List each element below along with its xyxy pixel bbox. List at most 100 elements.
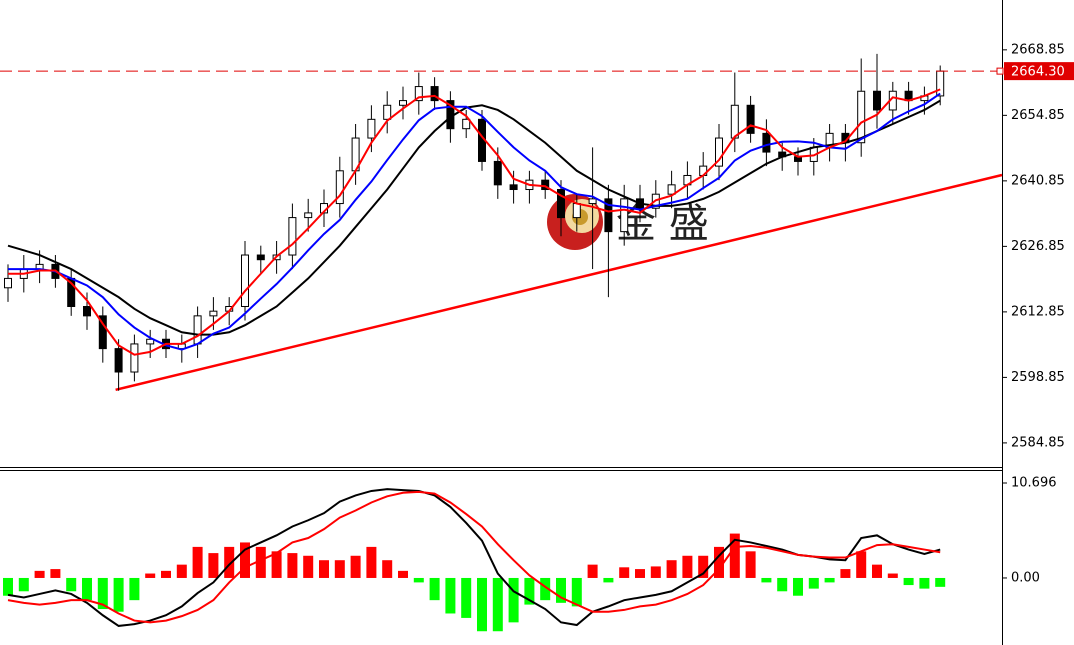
histogram-bar bbox=[18, 577, 29, 592]
candle-body bbox=[667, 184, 676, 195]
histogram-bar bbox=[587, 564, 598, 578]
current-price-label: 2664.30 bbox=[1011, 65, 1065, 80]
candle-body bbox=[462, 118, 471, 130]
histogram-bar bbox=[382, 560, 393, 578]
candle-body bbox=[762, 132, 771, 153]
price-marker bbox=[996, 67, 1004, 75]
histogram-bar bbox=[777, 577, 788, 592]
histogram-bar bbox=[192, 546, 203, 578]
histogram-bar bbox=[540, 577, 551, 601]
y-tick-label: 2612.85 bbox=[1011, 304, 1065, 319]
histogram-bar bbox=[208, 553, 219, 578]
current-price-box bbox=[1004, 62, 1074, 81]
histogram-bar bbox=[129, 577, 140, 601]
y-tick-label: 2640.85 bbox=[1011, 173, 1065, 188]
candle-body bbox=[746, 104, 755, 134]
histogram-bar bbox=[176, 564, 187, 578]
histogram-bar bbox=[729, 533, 740, 578]
candle-body bbox=[493, 160, 502, 186]
histogram-bar bbox=[303, 555, 314, 578]
histogram-bar bbox=[445, 577, 456, 614]
candle-body bbox=[604, 198, 613, 233]
candle-body bbox=[430, 86, 439, 102]
histogram-bar bbox=[603, 577, 614, 583]
histogram-bar bbox=[240, 542, 250, 578]
histogram-bar bbox=[145, 573, 156, 578]
histogram-bar bbox=[682, 555, 693, 578]
histogram-bar bbox=[761, 577, 772, 583]
histogram-bar bbox=[793, 577, 803, 596]
histogram-bar bbox=[161, 570, 171, 578]
y-tick-label: 2668.85 bbox=[1011, 42, 1065, 57]
candle-body bbox=[572, 203, 581, 219]
histogram-bar bbox=[903, 577, 914, 586]
candle-body bbox=[114, 348, 123, 373]
candle-body bbox=[414, 86, 423, 102]
histogram-bar bbox=[50, 569, 61, 578]
candle-body bbox=[588, 198, 597, 205]
y-tick-label: 0.00 bbox=[1011, 570, 1040, 585]
candle-body bbox=[256, 254, 265, 261]
macd-line bbox=[7, 490, 941, 624]
histogram-bar bbox=[429, 577, 440, 601]
histogram-bar bbox=[255, 546, 266, 578]
y-tick-label: 10.696 bbox=[1011, 475, 1057, 490]
histogram-bar bbox=[224, 546, 235, 578]
candle-body bbox=[4, 277, 12, 289]
candle-body bbox=[304, 212, 313, 219]
histogram-bar bbox=[398, 570, 408, 578]
trendline bbox=[115, 173, 1003, 392]
histogram-bar bbox=[271, 551, 282, 578]
moving-average bbox=[7, 99, 941, 336]
candle-body bbox=[873, 90, 881, 111]
y-tick-label: 2626.85 bbox=[1011, 239, 1065, 254]
histogram-bar bbox=[66, 577, 77, 592]
histogram-bar bbox=[808, 577, 819, 589]
histogram-bar bbox=[97, 577, 108, 610]
candle-body bbox=[715, 137, 723, 167]
histogram-bar bbox=[666, 560, 677, 578]
y-tick-label: 2584.85 bbox=[1011, 435, 1065, 450]
histogram-bar bbox=[82, 577, 92, 601]
histogram-bar bbox=[334, 560, 345, 578]
moving-average bbox=[8, 88, 941, 356]
candle-body bbox=[730, 104, 739, 139]
histogram-bar bbox=[650, 566, 661, 578]
candle-body bbox=[557, 189, 565, 219]
histogram-bar bbox=[3, 577, 13, 596]
candle-body bbox=[146, 338, 155, 345]
histogram-bar bbox=[840, 569, 851, 578]
histogram-bar bbox=[714, 546, 724, 578]
histogram-bar bbox=[508, 577, 519, 623]
moving-average bbox=[8, 92, 941, 351]
histogram-bar bbox=[872, 564, 882, 578]
candle-body bbox=[193, 315, 202, 345]
candle-body bbox=[241, 254, 249, 307]
histogram-bar bbox=[350, 555, 361, 578]
histogram-bar bbox=[698, 555, 709, 578]
histogram-bar bbox=[824, 577, 835, 583]
histogram-bar bbox=[319, 560, 329, 578]
candle-body bbox=[383, 104, 392, 120]
histogram-bar bbox=[34, 570, 45, 578]
y-tick-label: 2598.85 bbox=[1011, 370, 1065, 385]
histogram-bar bbox=[113, 577, 124, 612]
histogram-bar bbox=[413, 577, 424, 583]
histogram-bar bbox=[571, 577, 582, 607]
candle-body bbox=[83, 305, 91, 317]
histogram-bar bbox=[619, 567, 630, 578]
histogram-bar bbox=[919, 577, 930, 589]
macd-line bbox=[7, 488, 941, 627]
candle-body bbox=[98, 315, 107, 350]
candle-body bbox=[936, 70, 945, 97]
histogram-bar bbox=[745, 551, 756, 578]
candle-body bbox=[367, 118, 376, 139]
histogram-bar bbox=[461, 577, 472, 618]
candle-body bbox=[541, 179, 550, 191]
candle-body bbox=[130, 343, 139, 373]
histogram-bar bbox=[477, 577, 487, 632]
candle-body bbox=[509, 184, 518, 191]
histogram-bar bbox=[935, 577, 946, 587]
histogram-bar bbox=[524, 577, 535, 605]
